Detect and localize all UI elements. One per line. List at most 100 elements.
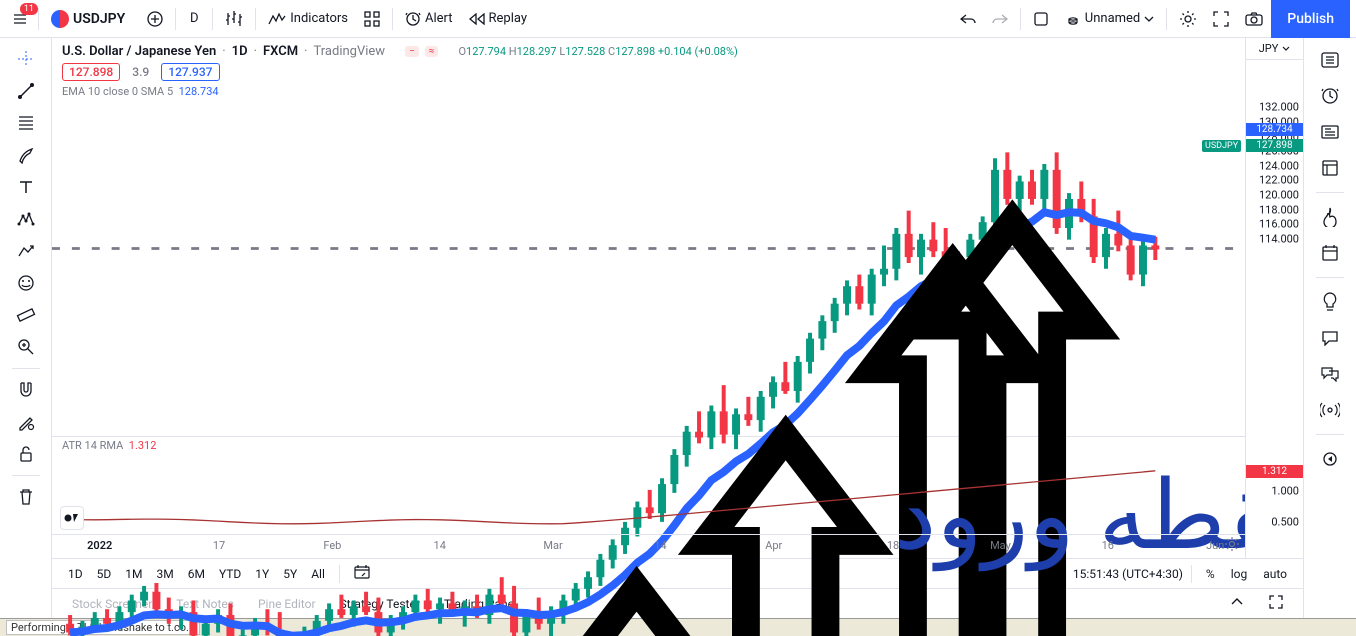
magnet-tool[interactable]	[8, 375, 44, 405]
news-button[interactable]	[1312, 116, 1348, 148]
replay-label: Replay	[489, 11, 528, 26]
zoom-tool[interactable]	[8, 332, 44, 362]
layout-grid-button[interactable]	[1025, 5, 1057, 33]
hotlist-button[interactable]	[1312, 201, 1348, 233]
lock-tool[interactable]	[8, 439, 44, 469]
left-drawing-toolbar	[0, 38, 52, 618]
emoji-tool[interactable]	[8, 268, 44, 298]
time-label: 18	[887, 539, 899, 552]
chart-style-button[interactable]	[217, 5, 251, 33]
fullscreen-button[interactable]	[1205, 5, 1237, 33]
indicators-label: Indicators	[290, 11, 348, 26]
chart-column: U.S. Dollar / Japanese Yen · 1D · FXCM ·…	[52, 38, 1304, 618]
interval-label: D	[190, 11, 199, 26]
price-tick: 114.000	[1259, 233, 1299, 246]
price-tick: 116.000	[1259, 218, 1299, 231]
cursor-tool[interactable]	[8, 44, 44, 74]
panel-maximize-button[interactable]	[1259, 591, 1293, 616]
atr-chart-svg	[52, 454, 1245, 534]
add-symbol-button[interactable]	[139, 5, 171, 33]
dom-button[interactable]	[1312, 443, 1348, 475]
interval-button[interactable]: D	[180, 5, 208, 33]
ema-price-label: 128.734	[1246, 123, 1303, 136]
undo-button[interactable]	[952, 5, 984, 33]
status-pill-2: ≈	[425, 46, 439, 57]
calendar-button[interactable]	[1312, 237, 1348, 269]
time-label: Apr	[765, 539, 782, 552]
right-toolbar	[1304, 38, 1356, 618]
chart-exchange: FXCM	[263, 44, 298, 59]
fib-tool[interactable]	[8, 108, 44, 138]
chat-button[interactable]	[1312, 322, 1348, 354]
stream-button[interactable]	[1312, 394, 1348, 426]
time-label: 14	[434, 539, 446, 552]
replay-button[interactable]: Replay	[461, 5, 536, 33]
price-axis[interactable]: JPY 132.000130.000128.000126.000124.0001…	[1245, 38, 1303, 558]
chart-title: U.S. Dollar / Japanese Yen	[62, 44, 216, 59]
symbol-price-tag: USDJPY	[1202, 140, 1241, 152]
ohlc-display: O127.794 H128.297 L127.528 C127.898 +0.1…	[458, 45, 737, 58]
chart-provider: TradingView	[314, 44, 386, 59]
status-pill-1: −	[405, 46, 419, 57]
axis-settings-icon[interactable]	[1225, 537, 1239, 554]
auto-axis-button[interactable]: auto	[1257, 565, 1293, 583]
atr-tick: 0.500	[1271, 515, 1299, 528]
chart-header: U.S. Dollar / Japanese Yen · 1D · FXCM ·…	[52, 38, 1245, 100]
last-price-label: 127.898	[1246, 139, 1303, 152]
trendline-tool[interactable]	[8, 76, 44, 106]
time-label: Feb	[323, 539, 341, 552]
chart-interval: 1D	[232, 44, 248, 59]
data-window-button[interactable]	[1312, 152, 1348, 184]
main-area: U.S. Dollar / Japanese Yen · 1D · FXCM ·…	[0, 38, 1356, 618]
time-label: Mar	[543, 539, 562, 552]
lock-draw-tool[interactable]	[8, 407, 44, 437]
alert-label: Alert	[425, 11, 453, 26]
bid-box[interactable]: 127.898	[62, 63, 120, 81]
indicators-button[interactable]: Indicators	[260, 5, 356, 33]
atr-value-label: 1.312	[1246, 465, 1303, 478]
tv-logo-icon	[60, 506, 84, 530]
price-tick: 124.000	[1259, 159, 1299, 172]
main-chart[interactable]: نقطه ورود	[52, 100, 1245, 436]
ask-box[interactable]: 127.937	[161, 63, 219, 81]
alerts-panel-button[interactable]	[1312, 80, 1348, 112]
ideas-button[interactable]	[1312, 286, 1348, 318]
layout-name-label: Unnamed	[1085, 11, 1141, 26]
publish-button[interactable]: Publish	[1271, 0, 1350, 38]
brush-tool[interactable]	[8, 140, 44, 170]
time-label: May	[990, 539, 1011, 552]
watchlist-button[interactable]	[1312, 44, 1348, 76]
time-label: 17	[213, 539, 225, 552]
layout-name-button[interactable]: Unnamed	[1057, 5, 1163, 33]
settings-button[interactable]	[1171, 5, 1205, 33]
time-label: 14	[654, 539, 666, 552]
text-tool[interactable]	[8, 172, 44, 202]
symbol-button[interactable]: USDJPY	[43, 5, 139, 33]
spread-value: 3.9	[126, 64, 155, 80]
alert-button[interactable]: Alert	[397, 5, 461, 33]
currency-selector[interactable]: JPY	[1246, 38, 1303, 60]
price-tick: 132.000	[1259, 101, 1299, 114]
time-axis[interactable]: 2022 17 Feb 14 Mar 14 Apr 18 May 16 Jun	[52, 534, 1245, 558]
menu-button[interactable]: 11	[6, 5, 34, 33]
time-label: Jun	[1206, 539, 1224, 552]
price-tick: 122.000	[1259, 174, 1299, 187]
private-chat-button[interactable]	[1312, 358, 1348, 390]
price-tick: 120.000	[1259, 189, 1299, 202]
time-label: 2022	[87, 539, 112, 552]
symbol-label: USDJPY	[73, 11, 125, 27]
redo-button[interactable]	[984, 5, 1016, 33]
templates-button[interactable]	[356, 5, 388, 33]
ruler-tool[interactable]	[8, 300, 44, 330]
notification-badge: 11	[20, 3, 38, 15]
publish-label: Publish	[1287, 11, 1334, 27]
top-toolbar: 11 USDJPY D Indicators Alert Replay Unna…	[0, 0, 1356, 38]
ema-legend: EMA 10 close 0 SMA 5 128.734	[62, 85, 1235, 98]
symbol-flag-icon	[51, 10, 69, 28]
snapshot-button[interactable]	[1237, 5, 1271, 33]
trash-tool[interactable]	[8, 482, 44, 512]
time-label: 16	[1102, 539, 1114, 552]
atr-tick: 1.000	[1271, 484, 1299, 497]
forecast-tool[interactable]	[8, 236, 44, 266]
pattern-tool[interactable]	[8, 204, 44, 234]
